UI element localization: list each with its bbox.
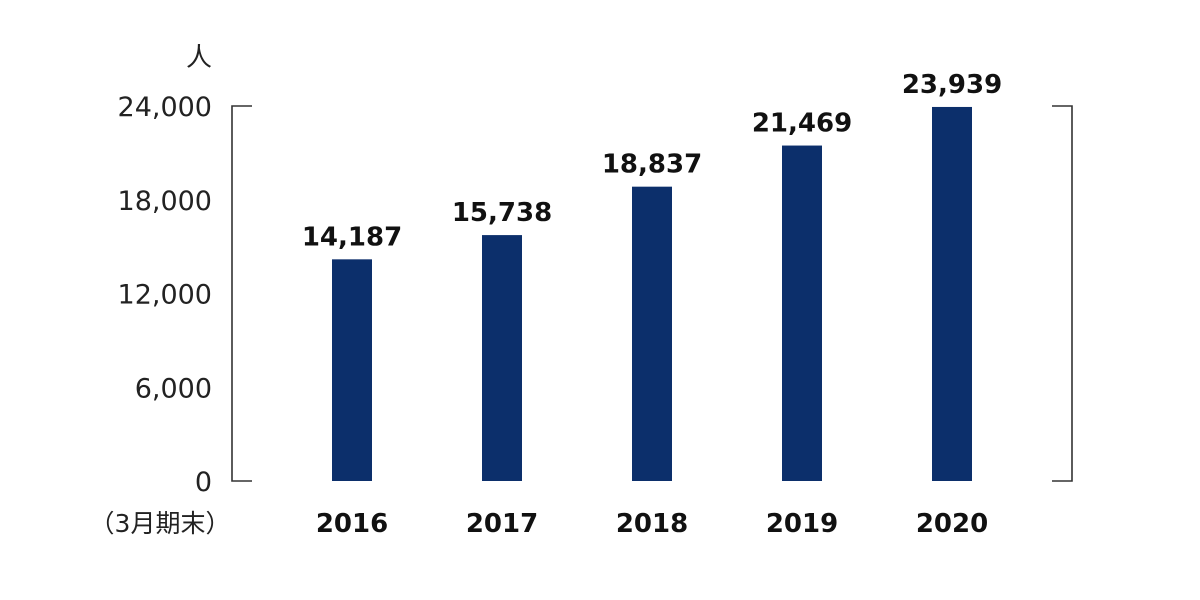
bar — [482, 235, 522, 481]
x-tick-label: 2018 — [616, 509, 688, 539]
bar — [932, 106, 972, 481]
x-tick-label: 2019 — [766, 509, 838, 539]
bar-value-label: 14,187 — [302, 222, 402, 252]
bar-value-label: 23,939 — [902, 70, 1002, 100]
x-axis-period-label: （3月期末） — [90, 509, 231, 538]
bar-value-label: 15,738 — [452, 198, 552, 228]
left-axis-bracket — [231, 105, 252, 482]
right-axis-bracket — [1052, 105, 1073, 482]
y-tick-label: 24,000 — [118, 92, 212, 123]
x-tick-label: 2017 — [466, 509, 538, 539]
y-tick-label: 0 — [195, 467, 212, 498]
bar-value-label: 21,469 — [752, 109, 852, 139]
bar-series — [332, 106, 972, 481]
y-tick-label: 6,000 — [135, 373, 212, 404]
x-tick-label: 2020 — [916, 509, 988, 539]
y-axis-ticks: 0 6,000 12,000 18,000 24,000 — [118, 92, 212, 498]
x-tick-label: 2016 — [316, 509, 388, 539]
y-tick-label: 12,000 — [118, 280, 212, 311]
y-axis-unit-label: 人 — [186, 43, 212, 73]
x-axis-ticks: 2016 2017 2018 2019 2020 — [316, 509, 988, 539]
bar — [632, 186, 672, 481]
y-tick-label: 18,000 — [118, 186, 212, 217]
data-labels: 14,187 15,738 18,837 21,469 23,939 — [302, 70, 1002, 252]
bar-value-label: 18,837 — [602, 150, 702, 180]
bar — [332, 259, 372, 481]
bar — [782, 145, 822, 481]
